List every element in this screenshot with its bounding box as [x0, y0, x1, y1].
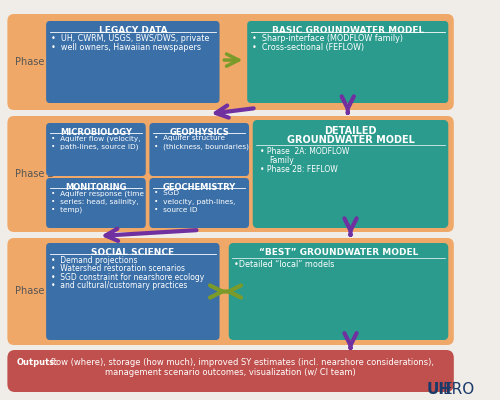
- FancyBboxPatch shape: [150, 178, 249, 228]
- Text: GEOPHYSICS: GEOPHYSICS: [170, 128, 229, 137]
- Text: •  Sharp-interface (MODFLOW family): • Sharp-interface (MODFLOW family): [252, 34, 403, 43]
- Text: •  velocity, path-lines,: • velocity, path-lines,: [154, 199, 236, 205]
- FancyBboxPatch shape: [46, 123, 146, 176]
- FancyBboxPatch shape: [8, 14, 454, 110]
- Text: •  series: head, salinity,: • series: head, salinity,: [50, 199, 138, 205]
- FancyBboxPatch shape: [150, 123, 249, 176]
- FancyBboxPatch shape: [247, 21, 448, 103]
- Text: •  path-lines, source ID): • path-lines, source ID): [50, 144, 138, 150]
- Text: LEGACY DATA: LEGACY DATA: [98, 26, 167, 35]
- Text: Outputs:: Outputs:: [16, 358, 58, 367]
- Text: •  UH, CWRM, USGS, BWS/DWS, private: • UH, CWRM, USGS, BWS/DWS, private: [50, 34, 209, 43]
- FancyBboxPatch shape: [46, 21, 220, 103]
- Text: GEOCHEMISTRY: GEOCHEMISTRY: [162, 183, 236, 192]
- Text: Phase 1: Phase 1: [15, 57, 54, 67]
- Text: SOCIAL SCIENCE: SOCIAL SCIENCE: [92, 248, 174, 257]
- Text: •  source ID: • source ID: [154, 207, 198, 213]
- Text: Phase 2: Phase 2: [15, 169, 54, 179]
- Text: • Phase  2A: MODFLOW: • Phase 2A: MODFLOW: [260, 147, 350, 156]
- Text: flow (where), storage (how much), improved SY estimates (incl. nearshore conside: flow (where), storage (how much), improv…: [48, 358, 434, 367]
- Text: •  Aquifer response (time: • Aquifer response (time: [50, 190, 144, 197]
- FancyBboxPatch shape: [252, 120, 448, 228]
- FancyBboxPatch shape: [8, 238, 454, 345]
- FancyBboxPatch shape: [8, 350, 454, 392]
- FancyBboxPatch shape: [8, 116, 454, 232]
- Text: •Detailed “local” models: •Detailed “local” models: [234, 260, 334, 269]
- Text: •  SGD: • SGD: [154, 190, 179, 196]
- Text: •  and cultural/customary practices: • and cultural/customary practices: [50, 282, 187, 290]
- Text: Family: Family: [270, 156, 294, 165]
- Text: •  well owners, Hawaiian newspapers: • well owners, Hawaiian newspapers: [50, 43, 201, 52]
- Text: • Phase 2B: FEFLOW: • Phase 2B: FEFLOW: [260, 165, 338, 174]
- Text: •  Watershed restoration scenarios: • Watershed restoration scenarios: [50, 264, 184, 273]
- Text: BASIC GROUNDWATER MODEL: BASIC GROUNDWATER MODEL: [272, 26, 424, 35]
- Text: •  Aquifer flow (velocity,: • Aquifer flow (velocity,: [50, 135, 140, 142]
- Text: UH: UH: [426, 382, 452, 397]
- Text: •  Demand projections: • Demand projections: [50, 256, 137, 265]
- Text: MONITORING: MONITORING: [65, 183, 126, 192]
- Text: ERO: ERO: [443, 382, 475, 397]
- Text: •  (thickness, boundaries): • (thickness, boundaries): [154, 144, 249, 150]
- Text: •  temp): • temp): [50, 207, 82, 213]
- Text: Phase 3: Phase 3: [15, 286, 54, 296]
- Text: MICROBIOLOGY: MICROBIOLOGY: [60, 128, 132, 137]
- FancyBboxPatch shape: [229, 243, 448, 340]
- Text: management scenario outcomes, visualization (w/ CI team): management scenario outcomes, visualizat…: [105, 368, 356, 377]
- Text: “BEST” GROUNDWATER MODEL: “BEST” GROUNDWATER MODEL: [259, 248, 418, 257]
- Text: •  SGD constraint for nearshore ecology: • SGD constraint for nearshore ecology: [50, 273, 204, 282]
- FancyBboxPatch shape: [46, 178, 146, 228]
- Text: •  Cross-sectional (FEFLOW): • Cross-sectional (FEFLOW): [252, 43, 364, 52]
- FancyBboxPatch shape: [46, 243, 220, 340]
- Text: GROUNDWATER MODEL: GROUNDWATER MODEL: [286, 135, 414, 145]
- Text: DETAILED: DETAILED: [324, 126, 377, 136]
- Text: •  Aquifer structure: • Aquifer structure: [154, 135, 225, 141]
